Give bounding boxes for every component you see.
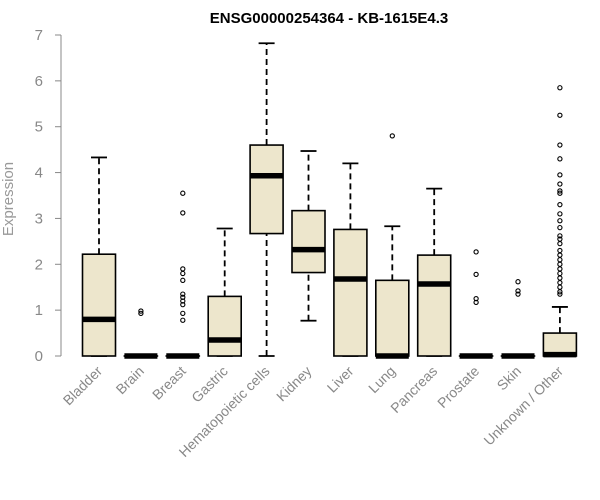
x-tick-label: Kidney: [273, 363, 315, 405]
y-tick-label: 5: [35, 119, 43, 136]
outlier-point: [180, 270, 186, 277]
iqr-box: [207, 295, 242, 357]
outlier-point: [557, 233, 563, 239]
outlier-point: [557, 224, 563, 231]
outlier-point: [557, 156, 563, 162]
x-tick-label: Prostate: [434, 363, 482, 411]
outlier-point: [557, 172, 563, 178]
outlier-point: [557, 252, 563, 258]
box-pancreas: [416, 187, 452, 357]
y-tick-label: 0: [35, 348, 43, 365]
box-kidney: [291, 150, 326, 322]
outlier-point: [180, 317, 186, 323]
box-liver: [333, 162, 368, 357]
outlier-point: [180, 310, 186, 317]
chart-title: ENSG00000254364 - KB-1615E4.3: [210, 10, 449, 27]
outlier-point: [557, 236, 563, 242]
x-tick-label: Lung: [365, 363, 398, 396]
outlier-point: [138, 308, 144, 314]
iqr-box: [291, 209, 326, 274]
outlier-point: [557, 211, 563, 217]
outlier-point: [180, 210, 186, 216]
outlier-point: [557, 188, 563, 194]
outlier-point: [473, 296, 479, 302]
outlier-point: [557, 284, 563, 290]
x-tick-label: Skin: [494, 363, 525, 394]
outlier-point: [557, 291, 563, 297]
box-lung: [374, 133, 410, 359]
outlier-point: [557, 218, 563, 224]
outlier-point: [515, 291, 521, 297]
iqr-box: [81, 253, 117, 357]
outlier-point: [515, 288, 521, 294]
iqr-box: [333, 228, 368, 357]
outlier-point: [557, 261, 563, 267]
outlier-point: [180, 277, 186, 283]
outlier-point: [557, 181, 563, 187]
outlier-point: [557, 257, 563, 263]
box-gastric: [207, 227, 242, 357]
outlier-point: [138, 310, 144, 317]
outlier-point: [180, 294, 186, 300]
box-brain: [123, 308, 159, 359]
outlier-point: [557, 202, 563, 208]
outlier-point: [180, 266, 186, 272]
box-bladder: [81, 156, 117, 357]
outlier-point: [557, 270, 563, 277]
y-tick-label: 7: [35, 27, 43, 44]
x-tick-label: Brain: [113, 363, 147, 397]
box-prostate: [458, 249, 494, 359]
y-axis: 0 1 2 3 4 5 6 7: [35, 27, 62, 365]
x-tick-label: Bladder: [60, 363, 106, 409]
y-tick-label: 2: [35, 256, 43, 273]
x-tick-label: Unknown / Other: [480, 363, 566, 449]
x-tick-label: Pancreas: [387, 363, 440, 416]
outlier-point: [557, 275, 563, 281]
outlier-point: [557, 190, 563, 196]
y-tick-label: 3: [35, 210, 43, 227]
box-hematopoietic-cells: [249, 42, 284, 357]
outlier-point: [557, 85, 563, 91]
x-tick-label: Liver: [324, 363, 357, 396]
outlier-point: [180, 291, 186, 297]
iqr-box: [374, 279, 410, 357]
outlier-point: [557, 240, 563, 247]
y-tick-label: 1: [35, 302, 43, 319]
iqr-box: [416, 254, 452, 357]
box-skin: [500, 279, 536, 359]
box-group: [81, 42, 578, 359]
outlier-point: [557, 279, 563, 286]
outlier-point: [557, 247, 563, 254]
outlier-point: [557, 112, 563, 118]
box-breast: [165, 190, 201, 359]
outlier-point: [389, 133, 395, 139]
outlier-point: [180, 190, 186, 196]
outlier-point: [515, 279, 521, 285]
y-tick-label: 6: [35, 73, 43, 90]
box-unknown-other: [542, 85, 578, 358]
y-tick-label: 4: [35, 165, 43, 182]
y-axis-label: Expression: [0, 162, 17, 236]
outlier-point: [557, 266, 563, 272]
iqr-box: [249, 144, 284, 235]
outlier-point: [473, 249, 479, 255]
outlier-point: [557, 142, 563, 148]
outlier-point: [473, 271, 479, 278]
x-tick-label: Breast: [149, 363, 189, 403]
